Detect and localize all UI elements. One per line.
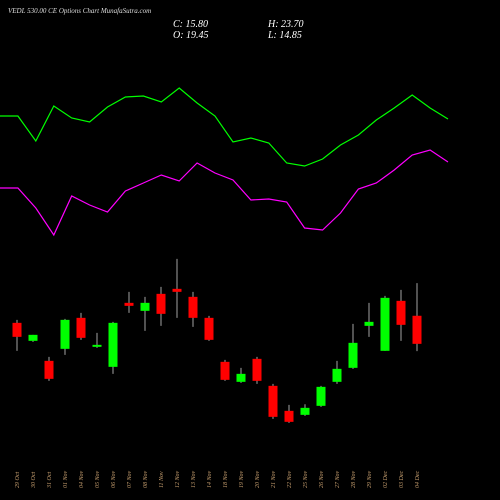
candle-body — [348, 342, 358, 368]
x-tick-label: 20 Nov — [255, 470, 261, 488]
x-tick-label: 11 Nov — [159, 471, 165, 488]
x-tick-label: 06 Nov — [111, 470, 117, 488]
candle-body — [76, 317, 86, 338]
candle-body — [220, 361, 230, 380]
x-tick-label: 26 Nov — [319, 470, 325, 488]
indicator-line — [0, 87, 449, 167]
x-tick-label: 04 Dec — [414, 471, 421, 488]
candle-body — [252, 358, 262, 381]
ohlc-label: L: 14.85 — [267, 30, 302, 41]
candle-body — [188, 296, 198, 318]
x-tick-label: 18 Nov — [223, 470, 229, 488]
candle-body — [412, 315, 422, 344]
x-tick-label: 21 Nov — [271, 470, 277, 488]
candle-body — [108, 322, 118, 367]
x-tick-label: 03 Dec — [399, 471, 405, 488]
candle-body — [60, 319, 70, 349]
candle-body — [332, 368, 342, 382]
chart-title: VEDL 530.00 CE Options Chart MunafaSutra… — [8, 7, 151, 15]
x-tick-label: 05 Nov — [95, 470, 101, 488]
candle-body — [284, 410, 294, 422]
candle-body — [300, 407, 310, 415]
ohlc-label: H: 23.70 — [267, 19, 304, 30]
x-tick-label: 04 Nov — [78, 470, 85, 488]
x-tick-label: 29 Oct — [15, 472, 21, 488]
indicator-line — [0, 149, 449, 237]
candle-body — [204, 317, 214, 340]
x-tick-label: 31 Oct — [47, 472, 53, 489]
x-tick-label: 02 Dec — [383, 471, 389, 488]
x-tick-label: 22 Nov — [287, 470, 293, 488]
x-tick-label: 28 Nov — [351, 470, 357, 488]
candle-body — [364, 321, 374, 326]
candle-body — [396, 300, 406, 325]
ohlc-label: O: 19.45 — [173, 30, 209, 41]
x-tick-label: 07 Nov — [127, 470, 133, 488]
candle-body — [236, 373, 246, 382]
x-tick-label: 30 Oct — [31, 472, 37, 489]
candle-body — [268, 385, 278, 417]
candle-body — [156, 293, 166, 314]
candle-body — [44, 360, 54, 379]
candle-body — [172, 288, 182, 292]
x-tick-label: 08 Nov — [143, 470, 149, 488]
candle-body — [124, 302, 134, 306]
x-tick-label: 19 Nov — [239, 470, 245, 488]
x-tick-label: 01 Nov — [63, 470, 69, 488]
candle-body — [140, 302, 150, 311]
x-tick-label: 12 Nov — [175, 470, 181, 488]
x-tick-label: 27 Nov — [335, 470, 341, 488]
candle-body — [28, 334, 38, 341]
ohlc-label: C: 15.80 — [173, 19, 208, 30]
x-tick-label: 14 Nov — [206, 470, 213, 488]
candle-body — [92, 344, 102, 347]
x-tick-label: 13 Nov — [191, 470, 197, 488]
candle-body — [316, 386, 326, 406]
x-tick-label: 29 Nov — [367, 470, 373, 488]
x-tick-label: 25 Nov — [303, 470, 309, 488]
candle-body — [380, 297, 390, 351]
candle-body — [12, 322, 22, 337]
